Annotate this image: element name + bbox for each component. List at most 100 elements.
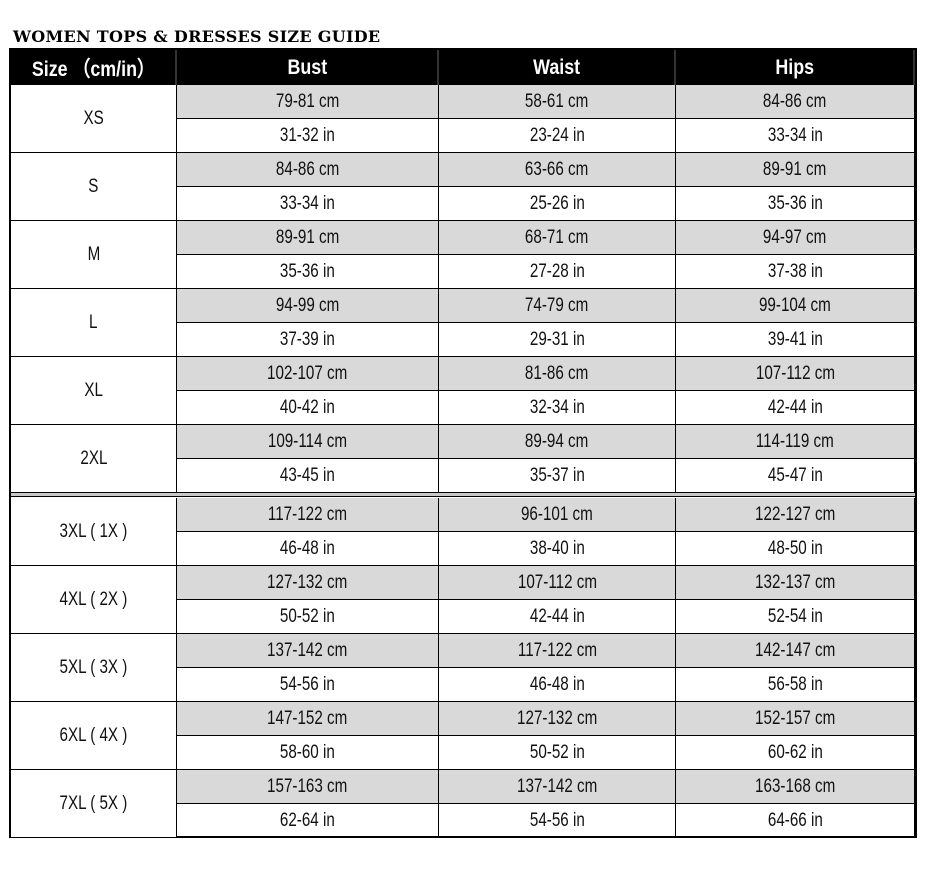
in-cell: 64-66 in xyxy=(676,804,915,838)
cm-cell-text: 127-132 cm xyxy=(516,707,598,729)
size-label-text: M xyxy=(87,243,100,265)
cm-cell-text: 107-112 cm xyxy=(517,571,597,593)
in-cell-text: 50-52 in xyxy=(529,741,585,763)
in-cell: 54-56 in xyxy=(177,668,439,702)
in-cell: 35-36 in xyxy=(177,255,439,289)
column-header-text: Waist xyxy=(533,56,580,79)
in-cell-text: 60-62 in xyxy=(767,741,823,763)
column-header: Size （cm/in） xyxy=(11,50,177,86)
in-cell-text: 42-44 in xyxy=(529,605,585,627)
in-cell: 32-34 in xyxy=(439,391,676,425)
in-cell-text: 35-37 in xyxy=(529,464,585,486)
in-cell: 52-54 in xyxy=(676,600,915,634)
cm-cell-text: 142-147 cm xyxy=(754,639,836,661)
column-header: Waist xyxy=(439,50,676,86)
in-cell-text: 25-26 in xyxy=(529,192,585,214)
size-label: 7XL ( 5X ) xyxy=(11,770,177,838)
cm-cell-text: 99-104 cm xyxy=(759,294,831,316)
cm-cell: 79-81 cm xyxy=(177,85,439,119)
in-cell-text: 37-39 in xyxy=(280,328,335,350)
cm-cell-text: 107-112 cm xyxy=(755,362,835,384)
cm-cell: 142-147 cm xyxy=(676,634,915,668)
cm-cell: 58-61 cm xyxy=(439,85,676,119)
cm-cell-text: 89-94 cm xyxy=(525,430,589,452)
size-guide-title: WOMEN TOPS & DRESSES SIZE GUIDE xyxy=(13,27,381,46)
in-cell: 50-52 in xyxy=(177,600,439,634)
cm-cell: 74-79 cm xyxy=(439,289,676,323)
cm-cell: 81-86 cm xyxy=(439,357,676,391)
cm-cell: 84-86 cm xyxy=(177,153,439,187)
size-label-text: 6XL ( 4X ) xyxy=(59,724,128,746)
cm-cell: 94-97 cm xyxy=(676,221,915,255)
size-label-text: XS xyxy=(83,107,104,129)
cm-cell: 109-114 cm xyxy=(177,425,439,459)
cm-cell: 132-137 cm xyxy=(676,566,915,600)
cm-cell-text: 84-86 cm xyxy=(275,158,340,180)
in-cell-text: 43-45 in xyxy=(280,464,335,486)
in-cell-text: 46-48 in xyxy=(280,537,335,559)
cm-cell-text: 137-142 cm xyxy=(516,775,598,797)
size-label: 6XL ( 4X ) xyxy=(11,702,177,770)
size-label: 3XL ( 1X ) xyxy=(11,498,177,566)
cm-cell-text: 81-86 cm xyxy=(525,362,589,384)
size-label-text: S xyxy=(88,175,99,197)
cm-cell: 99-104 cm xyxy=(676,289,915,323)
in-cell-text: 54-56 in xyxy=(280,673,335,695)
in-cell: 56-58 in xyxy=(676,668,915,702)
in-cell-text: 62-64 in xyxy=(280,809,335,831)
column-header: Hips xyxy=(676,50,915,86)
in-cell: 27-28 in xyxy=(439,255,676,289)
in-cell: 29-31 in xyxy=(439,323,676,357)
cm-cell: 68-71 cm xyxy=(439,221,676,255)
in-cell-text: 56-58 in xyxy=(767,673,823,695)
in-cell-text: 46-48 in xyxy=(529,673,585,695)
in-cell: 43-45 in xyxy=(177,459,439,493)
size-label-text: L xyxy=(89,311,98,333)
cm-cell: 127-132 cm xyxy=(439,702,676,736)
in-cell: 33-34 in xyxy=(177,187,439,221)
cm-cell-text: 96-101 cm xyxy=(521,503,593,525)
size-label: XL xyxy=(11,357,177,425)
in-cell: 58-60 in xyxy=(177,736,439,770)
cm-cell: 147-152 cm xyxy=(177,702,439,736)
cm-cell: 137-142 cm xyxy=(177,634,439,668)
in-cell-text: 50-52 in xyxy=(280,605,335,627)
cm-cell: 84-86 cm xyxy=(676,85,915,119)
in-cell: 23-24 in xyxy=(439,119,676,153)
in-cell-text: 33-34 in xyxy=(280,192,335,214)
in-cell-text: 32-34 in xyxy=(529,396,585,418)
in-cell: 62-64 in xyxy=(177,804,439,838)
in-cell-text: 27-28 in xyxy=(529,260,585,282)
column-header: Bust xyxy=(177,50,439,86)
size-label: XS xyxy=(11,85,177,153)
cm-cell-text: 84-86 cm xyxy=(763,90,827,112)
section-divider xyxy=(11,492,915,497)
cm-cell: 117-122 cm xyxy=(439,634,676,668)
in-cell: 35-37 in xyxy=(439,459,676,493)
size-label-text: 2XL xyxy=(79,447,108,469)
cm-cell-text: 147-152 cm xyxy=(267,707,348,729)
cm-cell-text: 157-163 cm xyxy=(267,775,348,797)
in-cell-text: 39-41 in xyxy=(767,328,823,350)
in-cell-text: 54-56 in xyxy=(529,809,585,831)
column-header-text: Hips xyxy=(775,56,814,79)
in-cell-text: 37-38 in xyxy=(767,260,823,282)
size-label-text: 3XL ( 1X ) xyxy=(59,520,128,542)
cm-cell: 89-94 cm xyxy=(439,425,676,459)
in-cell: 46-48 in xyxy=(439,668,676,702)
cm-cell: 137-142 cm xyxy=(439,770,676,804)
cm-cell: 89-91 cm xyxy=(676,153,915,187)
size-label: 5XL ( 3X ) xyxy=(11,634,177,702)
cm-cell-text: 89-91 cm xyxy=(763,158,827,180)
in-cell-text: 31-32 in xyxy=(280,124,335,146)
size-label: 2XL xyxy=(11,425,177,493)
size-label-text: XL xyxy=(84,379,103,401)
in-cell: 37-38 in xyxy=(676,255,915,289)
size-table: Size （cm/in） Bust Waist Hips XS 79-81 cm 31-32… xyxy=(9,48,917,838)
cm-cell-text: 152-157 cm xyxy=(754,707,836,729)
in-cell-text: 45-47 in xyxy=(767,464,823,486)
in-cell-text: 33-34 in xyxy=(767,124,823,146)
cm-cell: 127-132 cm xyxy=(177,566,439,600)
in-cell: 40-42 in xyxy=(177,391,439,425)
column-header-text: Size （cm/in） xyxy=(31,58,155,81)
